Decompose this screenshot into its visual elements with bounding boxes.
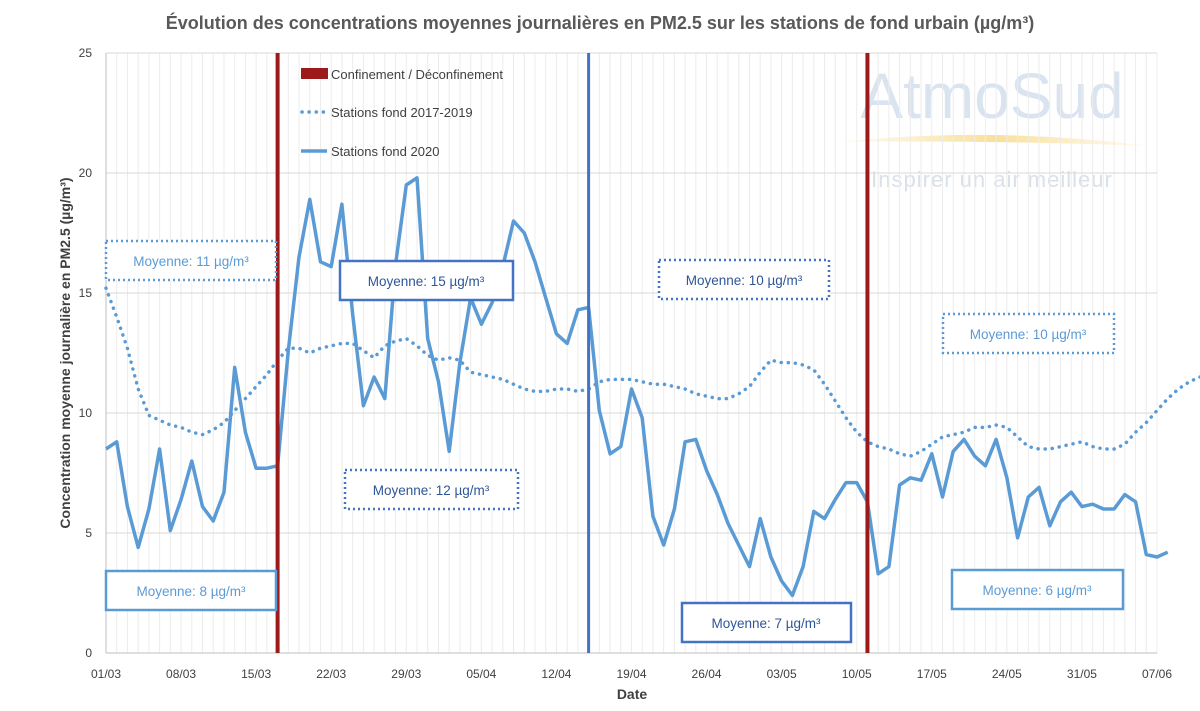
x-tick-label: 03/05 [767, 667, 797, 681]
y-tick-label: 0 [85, 646, 92, 660]
annotation-box: Moyenne: 10 µg/m³ [941, 312, 1116, 355]
annotation-box: Moyenne: 6 µg/m³ [950, 568, 1125, 611]
x-tick-label: 17/05 [917, 667, 947, 681]
x-tick-label: 08/03 [166, 667, 196, 681]
annotation-frame [680, 601, 853, 644]
x-tick-label: 31/05 [1067, 667, 1097, 681]
x-axis-title: Date [617, 686, 648, 702]
annotation-frame [338, 259, 515, 302]
annotation-label: Moyenne: 8 µg/m³ [136, 584, 246, 599]
y-tick-label: 5 [85, 526, 92, 540]
annotation-frame [104, 569, 278, 612]
legend-label-2017-2019: Stations fond 2017-2019 [331, 105, 473, 120]
x-tick-label: 10/05 [842, 667, 872, 681]
logo-name: AtmoSud [860, 60, 1123, 132]
series-line-2020 [105, 176, 1169, 598]
x-tick-label: 05/04 [466, 667, 496, 681]
x-tick-label: 01/03 [91, 667, 121, 681]
x-tick-label: 15/03 [241, 667, 271, 681]
annotation-label: Moyenne: 7 µg/m³ [711, 616, 821, 631]
chart-title: Évolution des concentrations moyennes jo… [166, 12, 1035, 33]
annotation-label: Moyenne: 10 µg/m³ [686, 273, 803, 288]
y-tick-label: 15 [79, 286, 93, 300]
legend-swatch-confinement [301, 68, 328, 79]
atmosud-logo: AtmoSud Inspirer un air meilleur [840, 60, 1150, 192]
annotation-box: Moyenne: 11 µg/m³ [104, 239, 278, 282]
x-tick-label: 22/03 [316, 667, 346, 681]
annotation-label: Moyenne: 6 µg/m³ [982, 583, 1092, 598]
annotation-box: Moyenne: 15 µg/m³ [338, 259, 515, 302]
annotation-label: Moyenne: 10 µg/m³ [970, 327, 1087, 342]
x-tick-label: 19/04 [616, 667, 646, 681]
annotation-label: Moyenne: 15 µg/m³ [368, 274, 485, 289]
x-tick-label: 07/06 [1142, 667, 1172, 681]
x-tick-label: 24/05 [992, 667, 1022, 681]
x-tick-label: 26/04 [692, 667, 722, 681]
y-tick-label: 25 [79, 46, 93, 60]
series-line-2017-2019 [104, 286, 1200, 459]
x-tick-labels: 01/03 08/03 15/03 22/03 29/03 05/04 12/04 19/04… [91, 667, 1172, 681]
x-tick-label: 29/03 [391, 667, 421, 681]
logo-tagline: Inspirer un air meilleur [871, 167, 1113, 192]
y-tick-label: 10 [79, 406, 93, 420]
annotation-frame [941, 312, 1116, 355]
annotation-box: Moyenne: 7 µg/m³ [680, 601, 853, 644]
annotation-label: Moyenne: 11 µg/m³ [133, 254, 249, 269]
logo-swoosh-icon [840, 134, 1150, 146]
legend: Confinement / Déconfinement Stations fon… [300, 67, 503, 159]
annotation-frame [104, 239, 278, 282]
y-tick-label: 20 [79, 166, 93, 180]
legend-label-confinement: Confinement / Déconfinement [331, 67, 503, 82]
vertical-gridlines [105, 53, 1158, 653]
annotation-box: Moyenne: 8 µg/m³ [104, 569, 278, 612]
annotation-box: Moyenne: 10 µg/m³ [657, 258, 831, 301]
x-tick-label: 12/04 [541, 667, 571, 681]
annotation-frame [950, 568, 1125, 611]
annotation-label: Moyenne: 12 µg/m³ [373, 483, 490, 498]
annotation-frame [343, 468, 520, 511]
annotation-frame [657, 258, 831, 301]
y-tick-labels: 0 5 10 15 20 25 [79, 46, 93, 660]
legend-label-2020: Stations fond 2020 [331, 144, 439, 159]
annotation-box: Moyenne: 12 µg/m³ [343, 468, 520, 511]
y-axis-title: Concentration moyenne journalière en PM2… [57, 177, 73, 528]
